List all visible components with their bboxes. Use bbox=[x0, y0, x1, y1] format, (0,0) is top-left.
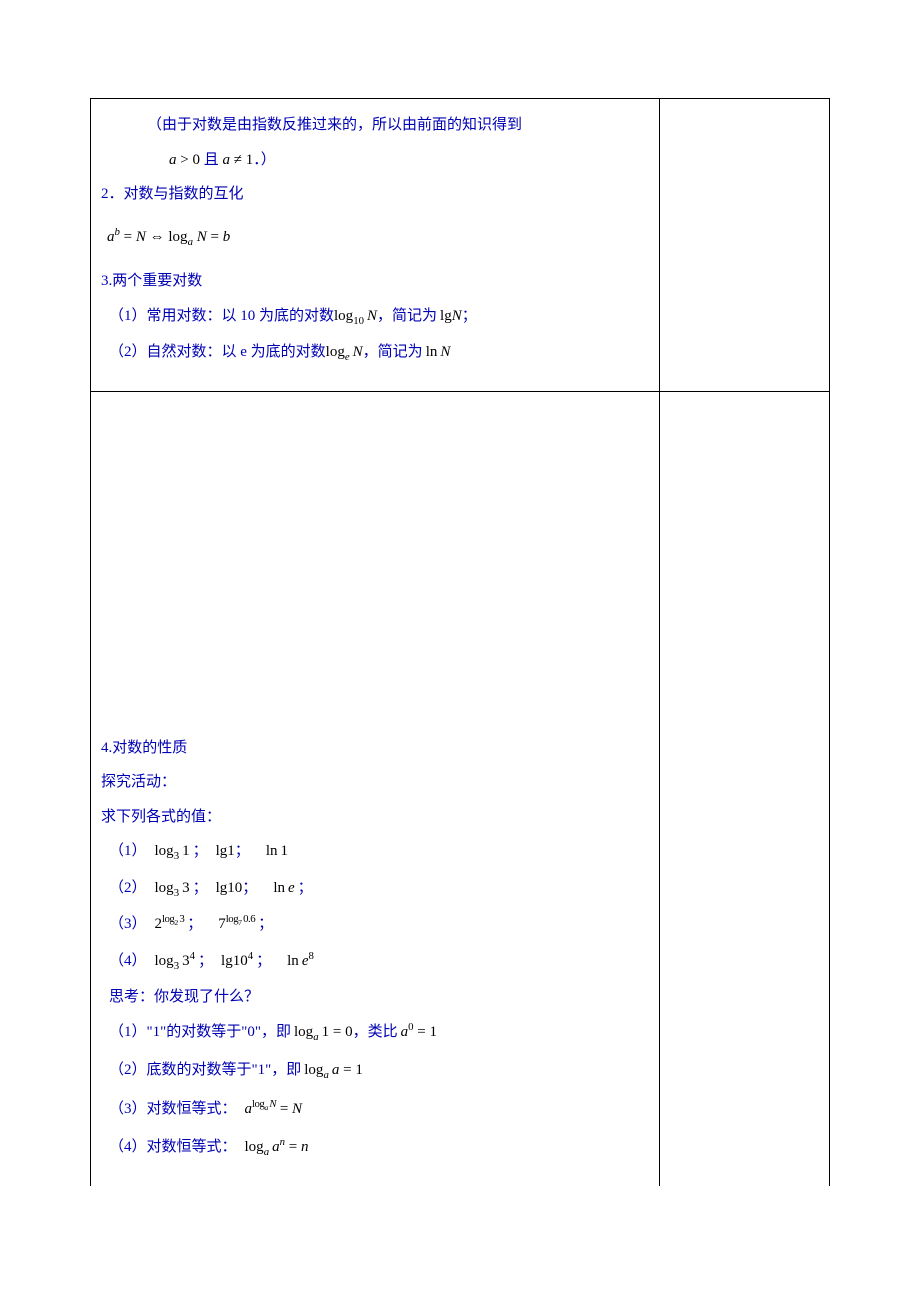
q4: （4） log3 34 ； lg104 ； ln e8 bbox=[101, 947, 649, 976]
note-line-1: （由于对数是由指数反推过来的，所以由前面的知识得到 bbox=[101, 111, 649, 140]
row2-left: 4.对数的性质 探究活动： 求下列各式的值： （1） log3 1 ； lg1 … bbox=[91, 391, 660, 1186]
natural-log: （2）自然对数：以 e 为底的对数 loge N ，简记为 ln N bbox=[101, 338, 649, 367]
document-table: （由于对数是由指数反推过来的，所以由前面的知识得到 a > 0 且 a ≠ 1．… bbox=[90, 98, 830, 1186]
q1: （1） log3 1 ； lg1 ； ln 1 bbox=[101, 837, 649, 866]
explore-prompt: 求下列各式的值： bbox=[101, 803, 649, 832]
q3: （3） 2log2 3 ； 7log7 0.6 ； bbox=[101, 910, 649, 939]
row1-right bbox=[660, 99, 830, 392]
heading-3: 3.两个重要对数 bbox=[101, 267, 649, 296]
prop4: （4）对数恒等式： loga an = n bbox=[101, 1133, 649, 1162]
heading-4: 4.对数的性质 bbox=[101, 734, 649, 763]
heading-2: 2．对数与指数的互化 bbox=[101, 180, 649, 209]
q2: （2） log3 3 ； lg10 ； ln e ； bbox=[101, 874, 649, 903]
prop2: （2）底数的对数等于"1"，即 loga a = 1 bbox=[101, 1056, 649, 1085]
prop1: （1）"1"的对数等于"0"，即 loga 1 = 0 ，类比 a0 = 1 bbox=[101, 1018, 649, 1047]
row2-right bbox=[660, 391, 830, 1186]
common-log: （1）常用对数：以 10 为底的对数 log10 N ，简记为 lgN ； bbox=[101, 302, 649, 331]
note-line-2: a > 0 且 a ≠ 1．） bbox=[101, 146, 649, 175]
prop3: （3）对数恒等式： aloga N = N bbox=[101, 1095, 649, 1124]
formula-conversion: ab = N ⇔ loga N = b bbox=[101, 215, 649, 262]
explore-title: 探究活动： bbox=[101, 768, 649, 797]
row1-left: （由于对数是由指数反推过来的，所以由前面的知识得到 a > 0 且 a ≠ 1．… bbox=[91, 99, 660, 392]
think-prompt: 思考：你发现了什么？ bbox=[101, 983, 649, 1012]
